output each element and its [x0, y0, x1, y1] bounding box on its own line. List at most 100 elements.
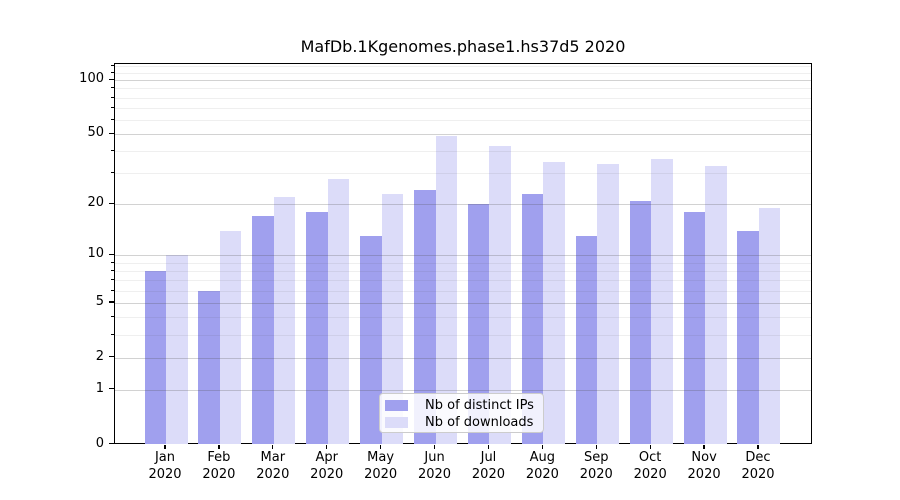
y-tick-label-100: 100: [79, 71, 104, 87]
bar-nb-of-downloads-may: [381, 193, 404, 445]
x-tick-label-dec: Dec 2020: [741, 450, 775, 482]
bar-nb-of-downloads-nov: [705, 166, 727, 445]
y-tick-label-10: 10: [87, 246, 104, 262]
major-gridline-5: [115, 303, 811, 305]
y-tick-0: [108, 442, 114, 445]
bar-nb-of-distinct-ips-nov: [683, 212, 706, 445]
minor-gridline-80: [115, 97, 811, 99]
y-tick-label-5: 5: [95, 294, 104, 310]
major-gridline-50: [115, 134, 811, 136]
minor-gridline-4: [115, 317, 811, 319]
major-gridline-100: [115, 80, 811, 82]
x-tick-label-jul: Jul 2020: [471, 450, 505, 482]
y-tick-100: [108, 78, 114, 80]
y-minor-tick-90: [111, 87, 114, 89]
y-tick-label-50: 50: [87, 125, 104, 141]
x-tick-apr: [326, 444, 328, 449]
chart-title: MafDb.1Kgenomes.phase1.hs37d5 2020: [300, 37, 626, 56]
bar-nb-of-distinct-ips-jun: [414, 190, 436, 445]
bar-nb-of-distinct-ips-jan: [144, 271, 166, 445]
x-tick-jun: [433, 444, 436, 449]
minor-gridline-60: [115, 119, 811, 121]
minor-gridline-90: [115, 88, 811, 90]
bar-nb-of-downloads-oct: [651, 159, 673, 445]
x-tick-label-mar: Mar 2020: [256, 450, 290, 482]
bar-nb-of-downloads-sep: [597, 163, 619, 445]
legend-swatch-downloads-icon: [385, 417, 408, 428]
x-tick-jan: [164, 444, 166, 449]
x-tick-label-jun: Jun 2020: [417, 450, 452, 482]
major-gridline-2: [115, 357, 811, 359]
y-minor-tick-7: [111, 279, 114, 281]
minor-gridline-110: [115, 72, 811, 74]
legend-entry-downloads: Nb of downloads: [385, 414, 543, 431]
y-tick-10: [108, 253, 114, 255]
minor-gridline-30: [115, 173, 811, 175]
chart-plot-area: [114, 63, 812, 445]
x-tick-label-sep: Sep 2020: [579, 450, 613, 482]
bar-nb-of-downloads-jan: [166, 255, 188, 445]
x-tick-may: [379, 444, 382, 449]
minor-gridline-9: [115, 262, 811, 264]
minor-gridline-40: [115, 151, 811, 153]
x-tick-label-nov: Nov 2020: [687, 450, 721, 482]
major-gridline-20: [115, 204, 811, 206]
bar-nb-of-distinct-ips-aug: [521, 193, 544, 445]
major-gridline-10: [115, 255, 811, 257]
y-tick-20: [108, 202, 114, 204]
bar-nb-of-downloads-dec: [758, 208, 781, 445]
x-tick-dec: [757, 444, 759, 449]
y-minor-tick-80: [111, 96, 114, 98]
y-minor-tick-120: [111, 64, 114, 66]
y-tick-1: [108, 388, 114, 390]
x-tick-label-aug: Aug 2020: [525, 450, 559, 482]
legend-label-downloads: Nb of downloads: [425, 415, 534, 430]
x-tick-label-feb: Feb 2020: [202, 450, 236, 482]
y-tick-50: [108, 132, 114, 134]
bar-nb-of-distinct-ips-jul: [467, 204, 490, 445]
y-tick-label-1: 1: [95, 380, 104, 396]
bar-nb-of-downloads-feb: [219, 230, 242, 445]
y-minor-tick-6: [111, 289, 114, 291]
x-tick-label-oct: Oct 2020: [633, 450, 667, 482]
x-tick-oct: [649, 444, 651, 449]
x-tick-label-may: May 2020: [364, 450, 398, 482]
bar-nb-of-downloads-apr: [327, 178, 350, 445]
bar-nb-of-downloads-aug: [543, 161, 565, 445]
legend-swatch-distinct-ips-icon: [385, 400, 408, 411]
y-tick-5: [108, 301, 114, 303]
legend: Nb of distinct IPs Nb of downloads: [379, 393, 544, 433]
y-minor-tick-70: [111, 107, 114, 108]
y-minor-tick-4: [111, 316, 114, 318]
y-minor-tick-30: [111, 172, 114, 174]
bar-nb-of-distinct-ips-sep: [575, 236, 598, 445]
bar-nb-of-distinct-ips-may: [360, 236, 382, 445]
x-tick-label-jan: Jan 2020: [148, 450, 182, 482]
minor-gridline-70: [115, 108, 811, 109]
bar-nb-of-distinct-ips-apr: [306, 212, 328, 445]
minor-gridline-8: [115, 271, 811, 273]
x-tick-feb: [218, 444, 220, 449]
x-tick-nov: [703, 444, 705, 449]
y-tick-label-2: 2: [95, 348, 104, 364]
bar-nb-of-distinct-ips-dec: [737, 230, 759, 445]
x-tick-mar: [272, 444, 274, 449]
y-tick-label-20: 20: [87, 195, 104, 211]
y-minor-tick-9: [111, 261, 114, 263]
y-tick-2: [108, 356, 114, 358]
bar-nb-of-distinct-ips-oct: [629, 200, 652, 445]
y-minor-tick-110: [111, 71, 114, 73]
bar-nb-of-downloads-jul: [489, 145, 511, 445]
minor-gridline-120: [115, 65, 811, 67]
x-tick-aug: [541, 444, 543, 449]
x-tick-label-apr: Apr 2020: [310, 450, 344, 482]
y-minor-tick-8: [111, 270, 114, 272]
major-gridline-1: [115, 389, 811, 391]
x-tick-sep: [595, 444, 597, 449]
legend-label-distinct-ips: Nb of distinct IPs: [425, 398, 534, 413]
minor-gridline-3: [115, 335, 811, 337]
minor-gridline-7: [115, 280, 811, 282]
minor-gridline-6: [115, 290, 811, 292]
y-minor-tick-40: [111, 150, 114, 152]
